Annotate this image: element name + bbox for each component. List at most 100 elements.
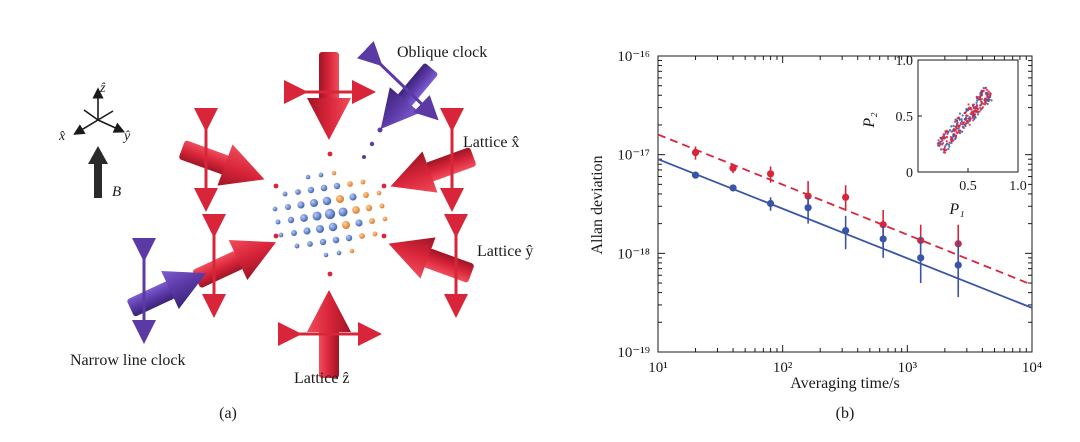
inset-point bbox=[958, 129, 962, 132]
inset-point bbox=[976, 111, 980, 114]
atom-blue bbox=[287, 216, 295, 224]
inset-point bbox=[984, 87, 987, 90]
data-point bbox=[691, 171, 700, 179]
atom-blue bbox=[291, 230, 297, 236]
atom-edge-dot bbox=[273, 183, 279, 189]
inset-x-tick-label: 0.5 bbox=[959, 179, 977, 194]
inset-point bbox=[947, 143, 951, 146]
atom-blue bbox=[278, 232, 284, 238]
inset-point bbox=[941, 143, 944, 146]
axis-x-label: x̂ bbox=[58, 129, 66, 144]
y-tick-label: 10⁻¹⁹ bbox=[617, 345, 650, 361]
inset-y-label: P₂ bbox=[861, 112, 878, 129]
inset-point bbox=[973, 113, 976, 117]
atom-blue bbox=[332, 236, 340, 244]
inset-point bbox=[960, 120, 963, 123]
axis-y-label: ŷ bbox=[122, 129, 131, 144]
inset-point bbox=[952, 124, 955, 128]
atom-lattice-cloud bbox=[272, 151, 388, 277]
inset-point bbox=[990, 99, 993, 102]
atom-blue bbox=[328, 222, 338, 232]
atom-orange bbox=[341, 220, 351, 230]
inset-point bbox=[983, 103, 987, 106]
inset-point bbox=[947, 147, 950, 151]
data-point bbox=[842, 226, 850, 235]
inset-point bbox=[978, 110, 981, 113]
inset-point bbox=[964, 124, 967, 128]
inset-point bbox=[955, 124, 958, 127]
inset-point bbox=[954, 136, 958, 139]
atom-blue bbox=[323, 252, 329, 258]
panel-a: ẑ x̂ ŷ B bbox=[58, 41, 533, 422]
inset-point bbox=[982, 86, 985, 90]
inset-point bbox=[989, 92, 992, 95]
data-point bbox=[879, 221, 887, 229]
inset-y-tick-label: 0.5 bbox=[896, 110, 914, 125]
inset-point bbox=[986, 94, 989, 97]
inset-point bbox=[952, 139, 955, 142]
inset-point bbox=[965, 122, 968, 125]
inset-point bbox=[987, 90, 990, 93]
atom-orange bbox=[363, 192, 369, 198]
atom-orange bbox=[335, 194, 345, 204]
inset-point bbox=[975, 101, 978, 104]
axis-z-label: ẑ bbox=[99, 81, 106, 96]
x-tick-label: 10² bbox=[773, 360, 793, 376]
inset-point bbox=[981, 106, 985, 109]
atom-blue bbox=[272, 206, 278, 212]
inset-point bbox=[976, 99, 979, 102]
inset-point bbox=[961, 130, 964, 133]
inset-point bbox=[965, 119, 969, 123]
atom-blue bbox=[324, 208, 336, 220]
atom-blue bbox=[319, 238, 327, 246]
inset-point bbox=[984, 97, 988, 100]
lattice-beam-lower-left bbox=[187, 214, 286, 318]
inset-point bbox=[955, 119, 958, 122]
atom-blue bbox=[275, 219, 281, 225]
inset-point bbox=[981, 102, 984, 105]
lattice-y-label: Lattice ŷ bbox=[477, 243, 533, 260]
inset-point bbox=[980, 98, 983, 101]
x-axis-label: Averaging time/s bbox=[790, 375, 899, 392]
inset-point bbox=[962, 126, 965, 130]
main-plot-marks bbox=[657, 133, 1033, 309]
inset-point bbox=[939, 136, 942, 139]
atom-edge-dot bbox=[381, 183, 387, 189]
inset-y-tick-label: 1.0 bbox=[896, 54, 914, 69]
atom-edge-dot bbox=[381, 233, 387, 239]
inset-point bbox=[955, 127, 958, 130]
inset-point bbox=[983, 99, 987, 102]
inset-point bbox=[959, 122, 962, 125]
atom-orange bbox=[331, 170, 337, 176]
inset-point bbox=[945, 142, 949, 145]
atom-orange bbox=[369, 218, 375, 224]
data-point bbox=[729, 184, 737, 192]
data-point bbox=[804, 204, 812, 212]
atom-blue bbox=[349, 193, 357, 201]
inset-point bbox=[949, 135, 953, 139]
inset-point bbox=[972, 103, 976, 106]
inset-point bbox=[963, 111, 966, 114]
atom-orange bbox=[376, 190, 382, 196]
data-point bbox=[954, 261, 962, 269]
inset-point bbox=[976, 113, 980, 116]
inset-point bbox=[966, 121, 970, 124]
narrow-line-clock-label: Narrow line clock bbox=[70, 352, 186, 369]
lattice-beam-upper-left bbox=[174, 108, 272, 212]
atom-blue bbox=[307, 186, 315, 194]
inset-point bbox=[956, 132, 959, 135]
inset-y-tick-label: 0 bbox=[906, 166, 913, 181]
atom-blue bbox=[303, 227, 311, 235]
atom-blue bbox=[336, 250, 342, 256]
atom-orange bbox=[359, 233, 365, 239]
inset-point bbox=[972, 119, 975, 122]
atom-blue bbox=[282, 191, 288, 197]
inset-point bbox=[961, 121, 964, 124]
inset-point bbox=[937, 139, 940, 142]
inset-point bbox=[969, 117, 972, 121]
atom-blue bbox=[297, 201, 305, 209]
inset-point bbox=[979, 106, 982, 110]
inset-plot-ticks: 0.5 1.0 0 0.5 1.0 bbox=[896, 54, 1027, 194]
inset-point bbox=[943, 149, 946, 152]
